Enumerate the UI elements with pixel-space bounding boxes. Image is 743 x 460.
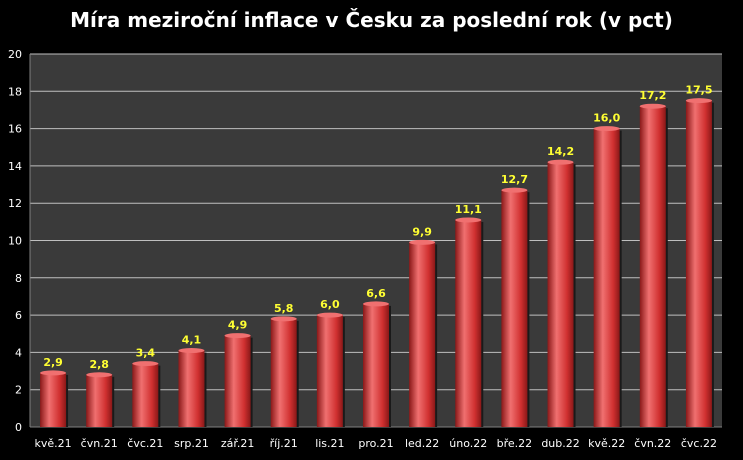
bar	[270, 318, 297, 427]
y-tick-label: 12	[8, 197, 22, 210]
bar-cap	[316, 312, 343, 318]
data-label: 3,4	[136, 347, 156, 360]
bar-cap	[547, 159, 574, 165]
bar	[132, 363, 159, 427]
y-tick-label: 16	[8, 123, 22, 136]
bar	[547, 162, 574, 428]
x-tick-label: kvě.21	[34, 437, 71, 450]
bar-cap	[363, 301, 389, 307]
data-label: 9,9	[412, 225, 432, 238]
bar-cap	[132, 361, 159, 367]
bar-cap	[455, 217, 482, 223]
y-tick-label: 8	[15, 272, 22, 285]
x-tick-label: zář.21	[221, 437, 255, 450]
bar-cap	[593, 126, 620, 132]
bar	[409, 242, 436, 427]
bar-cap	[501, 187, 528, 193]
y-tick-label: 14	[8, 160, 22, 173]
data-label: 2,9	[43, 356, 63, 369]
bar-cap	[270, 316, 297, 322]
bar-cap	[409, 239, 436, 245]
x-tick-label: led.22	[405, 437, 439, 450]
x-tick-label: dub.22	[541, 437, 579, 450]
bar-cap	[224, 333, 251, 339]
chart-title: Míra meziroční inflace v Česku za posled…	[70, 8, 673, 32]
y-tick-label: 2	[15, 384, 22, 397]
bar-cap	[86, 372, 113, 378]
x-tick-label: bře.22	[497, 437, 533, 450]
x-tick-label: čvn.21	[81, 437, 118, 450]
bar	[40, 372, 67, 427]
bar	[685, 100, 712, 427]
x-tick-label: čvc.22	[681, 437, 717, 450]
x-tick-label: říj.21	[270, 437, 298, 450]
bar	[363, 303, 389, 427]
data-label: 11,1	[455, 203, 482, 216]
bar	[501, 190, 528, 427]
y-tick-label: 6	[15, 309, 22, 322]
data-label: 17,5	[685, 84, 712, 97]
bar	[455, 219, 482, 427]
bar	[639, 106, 666, 427]
bar	[316, 315, 343, 427]
x-tick-label: kvě.22	[588, 437, 625, 450]
data-label: 6,6	[366, 287, 386, 300]
y-tick-label: 0	[15, 421, 22, 434]
x-tick-label: úno.22	[449, 437, 487, 450]
data-label: 4,9	[228, 319, 248, 332]
x-tick-label: čvc.21	[127, 437, 163, 450]
bar-cap	[40, 370, 67, 376]
bar	[178, 350, 205, 427]
bar	[86, 374, 113, 427]
x-tick-label: čvn.22	[634, 437, 671, 450]
data-label: 5,8	[274, 302, 294, 315]
data-label: 16,0	[593, 112, 620, 125]
x-tick-label: lis.21	[315, 437, 344, 450]
bar-cap	[685, 98, 712, 104]
x-tick-label: pro.21	[358, 437, 393, 450]
bar	[224, 335, 251, 427]
data-label: 17,2	[639, 89, 666, 102]
x-tick-label: srp.21	[174, 437, 209, 450]
data-label: 4,1	[182, 334, 202, 347]
y-tick-label: 10	[8, 235, 22, 248]
bar-cap	[178, 348, 205, 354]
data-label: 2,8	[89, 358, 109, 371]
y-tick-label: 4	[15, 346, 22, 359]
y-tick-label: 20	[8, 48, 22, 61]
bar-cap	[639, 103, 666, 109]
data-label: 14,2	[547, 145, 574, 158]
data-label: 6,0	[320, 298, 340, 311]
bar	[593, 128, 620, 427]
y-tick-label: 18	[8, 85, 22, 98]
data-label: 12,7	[501, 173, 528, 186]
